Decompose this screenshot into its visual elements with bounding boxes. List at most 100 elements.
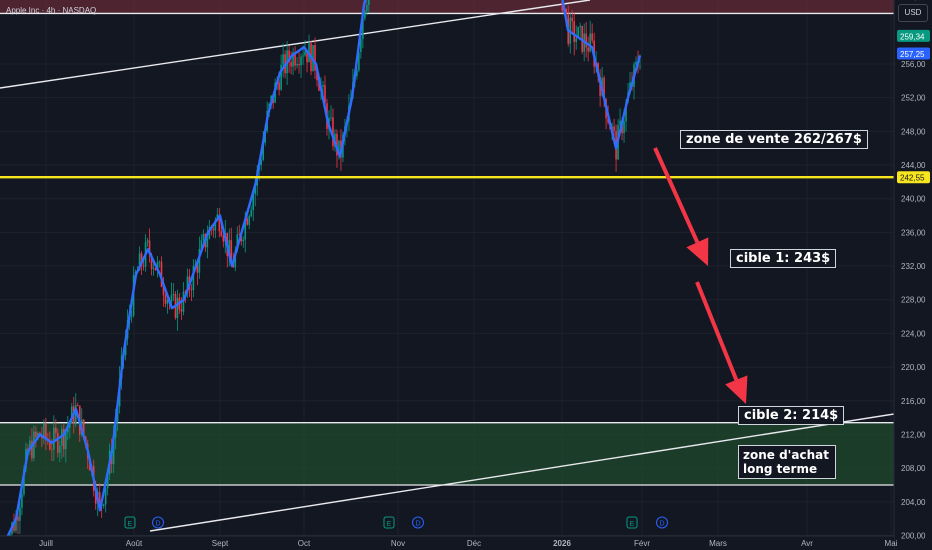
candle-body <box>246 218 249 225</box>
y-tick-6: 256,00 <box>901 60 926 69</box>
currency-button[interactable]: USD <box>898 4 928 22</box>
candle-body <box>613 126 615 131</box>
y-tick-17: 212,00 <box>901 430 926 439</box>
candle-body <box>37 432 39 438</box>
candle-body <box>160 261 163 287</box>
price-label-bg-0 <box>897 29 930 42</box>
candle-body <box>635 61 637 65</box>
buy-zone-label: zone d'achat long terme <box>738 445 836 479</box>
candle-body <box>368 0 370 5</box>
candle-body <box>228 240 231 257</box>
y-tick-8: 248,00 <box>901 127 926 136</box>
time-axis-background <box>0 536 894 550</box>
candle-body <box>222 235 225 242</box>
candle-body <box>212 228 215 231</box>
candle-body <box>156 262 159 271</box>
candle-body <box>366 4 368 11</box>
candle-body <box>322 85 324 87</box>
x-tick-6: 2026 <box>553 539 571 548</box>
candle-body <box>170 295 173 302</box>
candle-body <box>112 437 115 465</box>
candle-body <box>82 419 85 437</box>
candle-body <box>130 315 133 317</box>
candle-body <box>577 27 579 39</box>
candle-body <box>589 33 591 52</box>
candle-body <box>360 38 362 53</box>
candle-body <box>585 33 587 48</box>
candle-body <box>294 52 296 66</box>
candle-body <box>300 56 302 66</box>
candle-body <box>66 427 69 433</box>
x-tick-10: Mai <box>885 539 898 548</box>
candle-body <box>561 0 564 11</box>
x-tick-4: Nov <box>391 539 405 548</box>
y-tick-9: 244,00 <box>901 161 926 170</box>
candle-body <box>220 231 223 236</box>
candle-body <box>619 120 621 126</box>
candle-body <box>250 210 253 217</box>
candle-body <box>240 235 243 242</box>
candle-body <box>262 142 264 160</box>
earnings-marker-text-4: E <box>630 521 635 528</box>
candle-body <box>208 227 211 239</box>
candle-body <box>280 64 282 90</box>
candle-body <box>278 82 280 90</box>
dividend-marker-text-1: D <box>155 521 160 528</box>
candle-body <box>579 25 581 28</box>
earnings-marker-2 <box>383 516 395 529</box>
candle-body <box>571 17 574 22</box>
candle-body <box>140 253 143 267</box>
buy-zone-label-line1: zone d'achat <box>743 448 829 462</box>
candle-body <box>150 254 153 269</box>
candle-body <box>587 47 589 52</box>
x-tick-1: Août <box>126 539 143 548</box>
candle-body <box>53 427 55 450</box>
candle-body <box>104 488 107 505</box>
y-tick-19: 204,00 <box>901 498 926 507</box>
candle-body <box>152 268 155 270</box>
earnings-marker-0 <box>124 516 136 529</box>
candle-body <box>172 293 175 296</box>
candle-body <box>192 266 195 291</box>
candle-body <box>314 45 316 71</box>
candle-body <box>298 64 300 66</box>
y-tick-18: 208,00 <box>901 464 926 473</box>
candle-body <box>13 522 15 531</box>
candle-body <box>55 427 57 433</box>
y-tick-7: 252,00 <box>901 94 926 103</box>
candle-body <box>196 264 199 273</box>
candle-body <box>154 268 157 271</box>
candle-body <box>625 102 627 122</box>
candle-body <box>166 300 169 304</box>
candle-body <box>15 516 17 531</box>
candle-body <box>98 491 101 503</box>
price-axis-background <box>894 0 932 550</box>
upper-trendline <box>0 0 591 89</box>
candle-body <box>236 234 239 251</box>
candle-body <box>138 253 141 271</box>
candle-body <box>282 54 284 65</box>
candle-body <box>639 66 641 68</box>
candle-body <box>214 220 217 231</box>
y-tick-16: 216,00 <box>901 397 926 406</box>
target2-label: cible 2: 214$ <box>738 406 845 425</box>
candle-body <box>254 185 257 195</box>
x-tick-5: Déc <box>467 539 481 548</box>
price-label-bg-2 <box>897 171 930 184</box>
candle-body <box>591 33 593 41</box>
y-tick-10: 240,00 <box>901 195 926 204</box>
candle-body <box>94 490 97 504</box>
y-tick-13: 228,00 <box>901 296 926 305</box>
y-tick-12: 232,00 <box>901 262 926 271</box>
dividend-marker-text-5: D <box>659 521 664 528</box>
candle-body <box>76 404 79 406</box>
candle-body <box>68 423 71 428</box>
dividend-marker-5 <box>656 516 668 529</box>
candle-body <box>17 516 19 521</box>
price-label-0: 259,34 <box>900 32 925 41</box>
candle-body <box>288 50 290 63</box>
y-tick-20: 200,00 <box>901 532 926 541</box>
candle-body <box>358 52 360 71</box>
candle-body <box>65 432 67 450</box>
